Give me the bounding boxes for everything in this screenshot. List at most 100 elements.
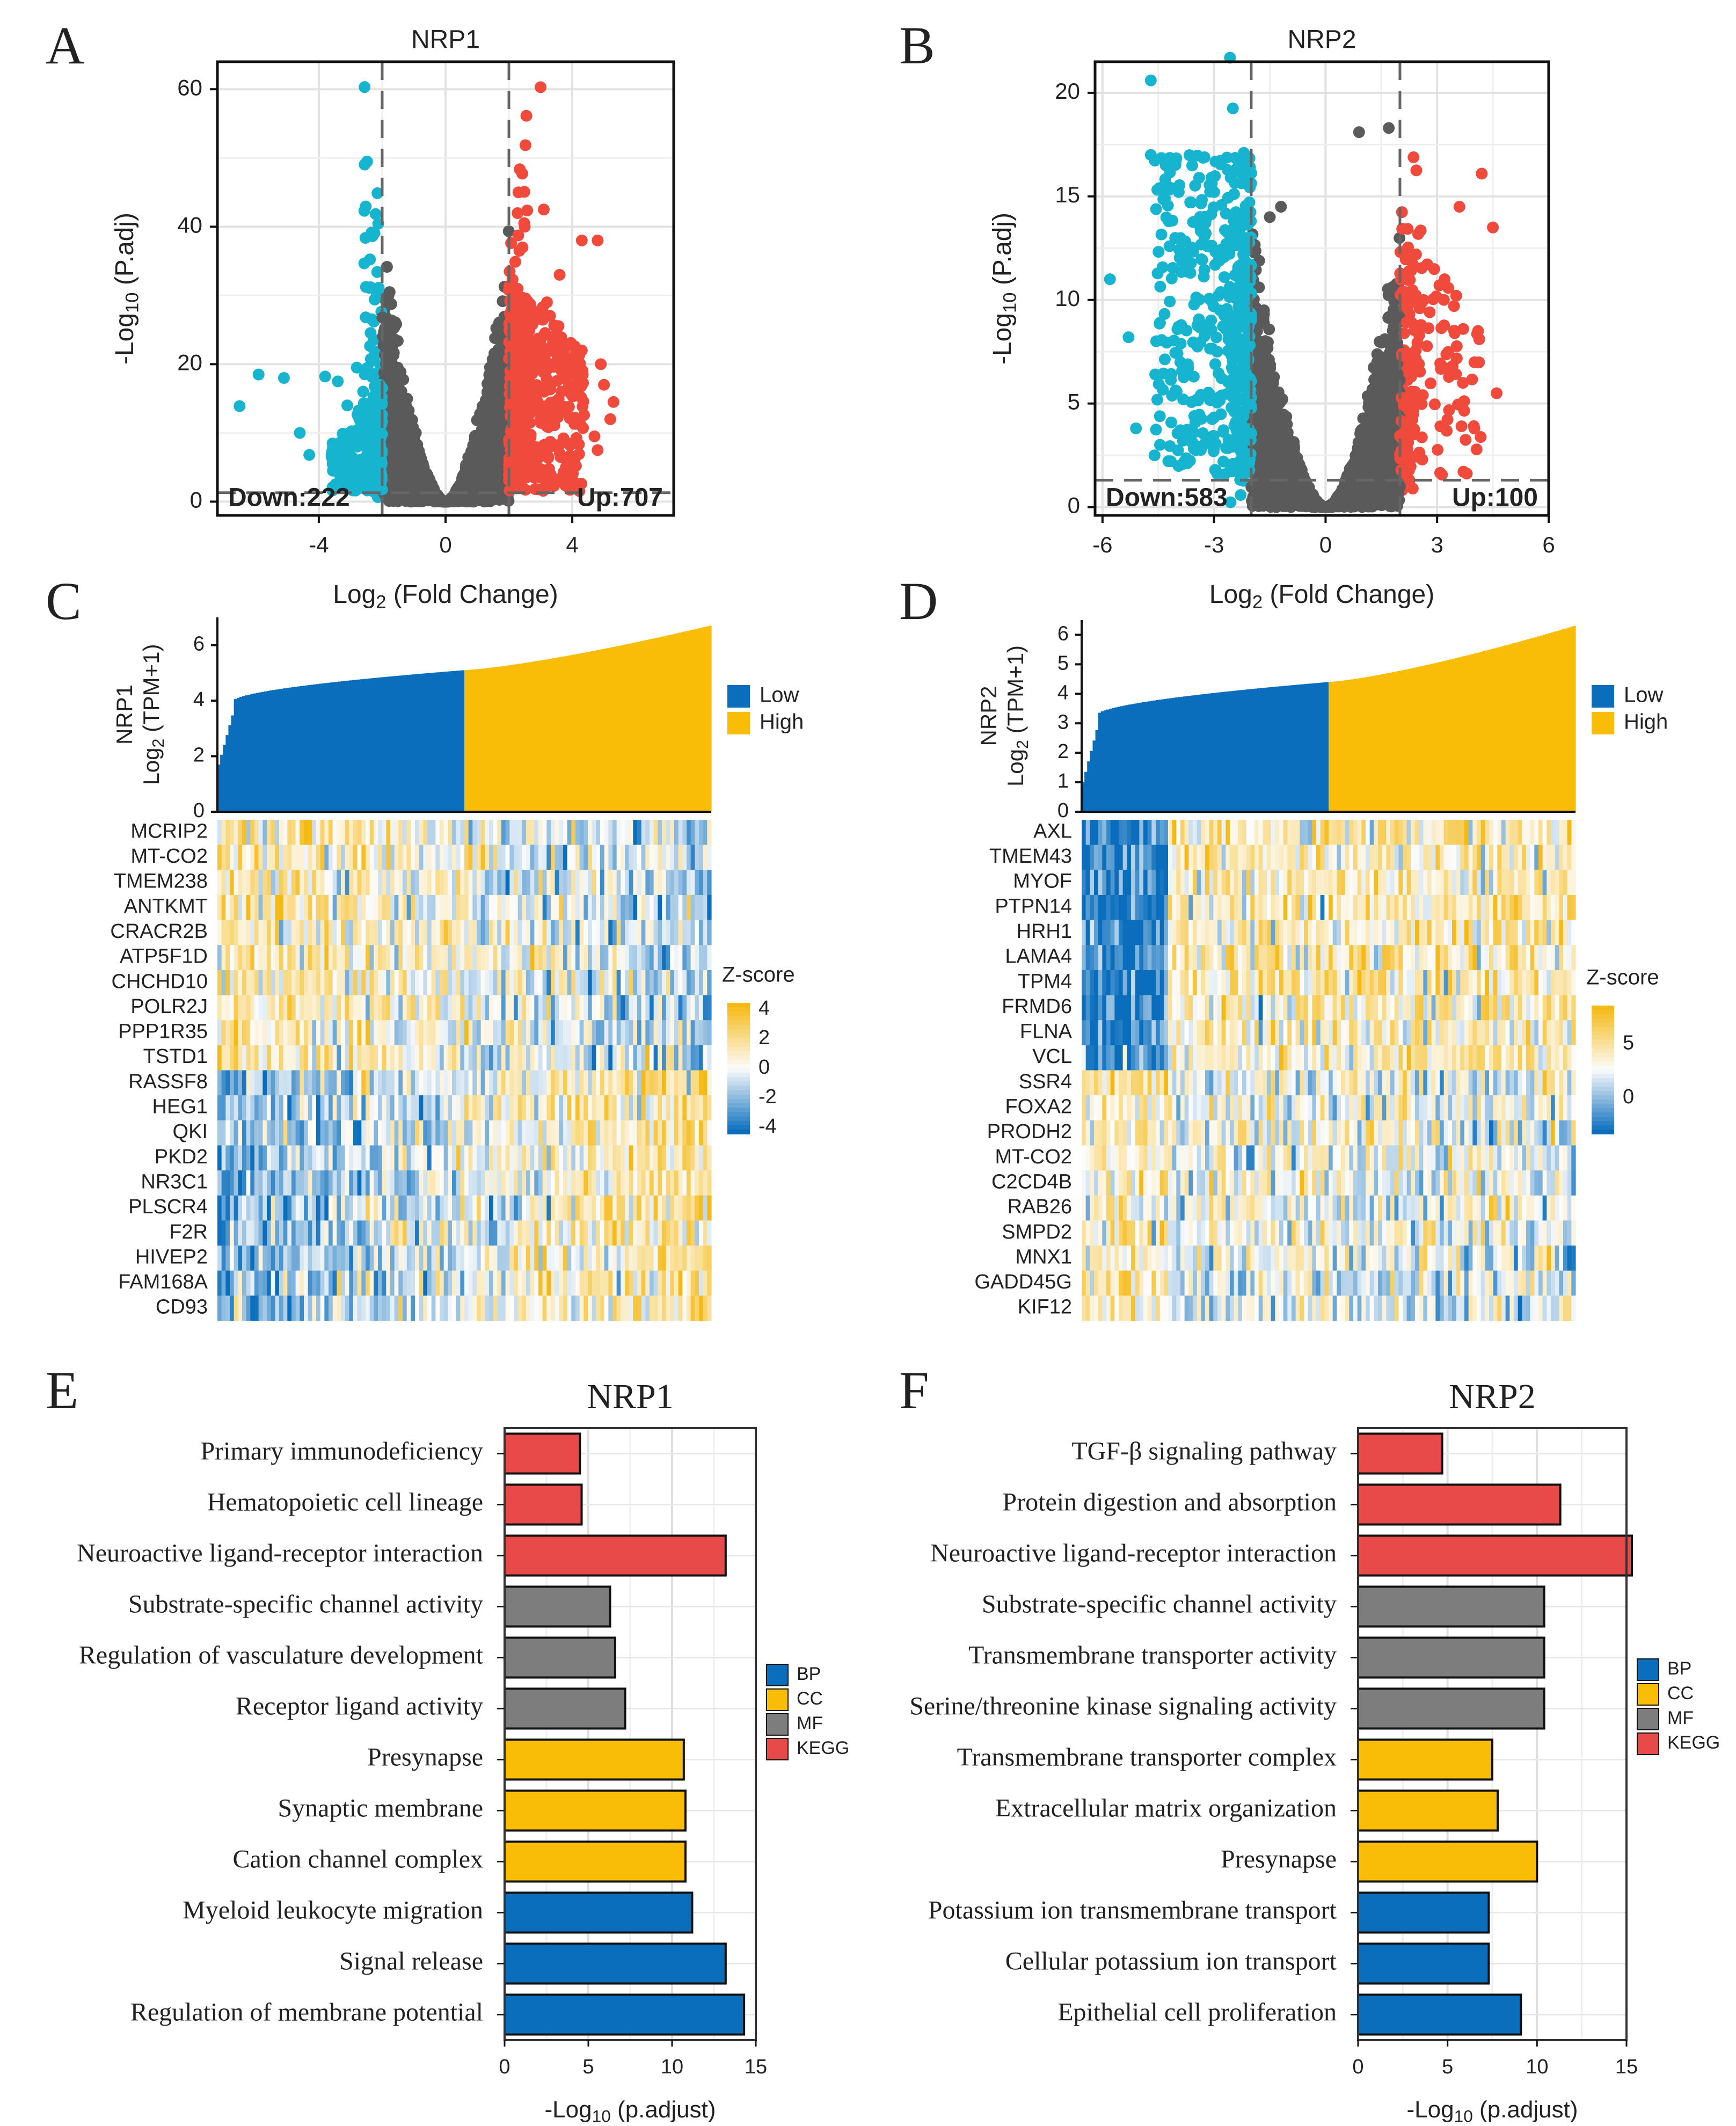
data-point <box>538 439 550 451</box>
data-point <box>545 341 558 354</box>
data-point <box>542 452 555 464</box>
data-point <box>592 234 604 246</box>
data-point <box>514 453 527 465</box>
data-point <box>553 268 566 281</box>
data-point <box>541 420 553 432</box>
y-tick-label: 0 <box>190 487 202 512</box>
data-point <box>294 427 306 439</box>
data-point <box>516 241 529 253</box>
data-point <box>412 463 425 476</box>
panel-letter-A: A <box>46 16 84 75</box>
data-point <box>485 437 498 449</box>
data-point <box>366 313 378 325</box>
data-point <box>303 449 316 461</box>
data-point <box>402 436 414 449</box>
data-point <box>546 358 558 370</box>
data-point <box>588 430 601 442</box>
chart-title: NRP1 <box>411 26 480 54</box>
data-point <box>505 402 517 414</box>
data-point <box>363 430 376 442</box>
data-point <box>252 368 265 381</box>
data-point <box>325 451 338 463</box>
data-point <box>535 359 547 371</box>
data-point <box>518 431 530 443</box>
data-point <box>367 411 379 423</box>
data-point <box>338 444 351 456</box>
data-point <box>386 425 399 437</box>
x-tick-label: 4 <box>566 532 578 557</box>
data-point <box>558 405 571 417</box>
data-point <box>367 354 379 367</box>
data-point <box>358 462 370 475</box>
data-point <box>377 339 390 352</box>
y-tick-label: 60 <box>177 75 202 100</box>
data-point <box>505 353 517 365</box>
data-point <box>607 396 619 408</box>
data-point <box>391 411 403 424</box>
data-point <box>532 307 544 319</box>
data-point <box>528 347 541 359</box>
data-point <box>364 327 377 339</box>
x-tick-label: -4 <box>309 532 329 557</box>
data-point <box>538 400 550 412</box>
data-point <box>234 400 246 412</box>
data-point <box>604 413 616 425</box>
data-point <box>575 344 588 356</box>
panel-letter-C: C <box>46 571 82 631</box>
data-point <box>517 345 529 358</box>
data-point <box>369 208 382 220</box>
data-point <box>326 437 339 449</box>
x-axis-title: Log2 (Fold Change) <box>333 580 558 613</box>
down-count-label: Down:222 <box>228 484 350 512</box>
data-point <box>551 375 564 387</box>
data-point <box>592 444 604 456</box>
data-point <box>486 402 498 414</box>
data-point <box>357 385 369 398</box>
data-point <box>364 253 376 266</box>
data-point <box>444 494 457 507</box>
data-point <box>383 286 396 298</box>
data-point <box>469 467 481 479</box>
data-point <box>555 451 567 463</box>
data-point <box>319 370 331 383</box>
data-point <box>359 81 371 93</box>
data-point <box>393 467 405 479</box>
data-point <box>368 227 381 239</box>
data-point <box>541 475 553 487</box>
panel-letter-D: D <box>899 571 938 631</box>
data-point <box>369 293 381 305</box>
data-point <box>364 281 377 294</box>
data-point <box>395 453 407 465</box>
y-axis-title: -Log10 (P.adj) <box>111 213 143 365</box>
data-point <box>366 397 378 410</box>
x-tick-label: 0 <box>439 532 451 557</box>
data-point <box>347 461 360 474</box>
y-tick-label: 40 <box>177 212 202 237</box>
data-point <box>538 385 550 398</box>
data-point <box>528 471 541 484</box>
data-point <box>478 426 491 438</box>
data-point <box>571 418 583 430</box>
data-point <box>360 475 373 487</box>
data-point <box>512 207 524 220</box>
data-point <box>575 234 588 246</box>
data-point <box>371 187 384 199</box>
data-point <box>509 256 521 268</box>
data-point <box>520 110 533 122</box>
data-point <box>383 365 395 377</box>
panel-letter-F: F <box>899 1360 929 1420</box>
data-point <box>367 368 379 380</box>
data-point <box>598 378 610 391</box>
data-point <box>541 296 553 309</box>
data-point <box>512 295 524 307</box>
data-point <box>512 186 524 199</box>
data-point <box>360 200 372 213</box>
panel-letter-E: E <box>46 1360 78 1420</box>
data-point <box>489 462 501 475</box>
data-point <box>535 81 547 93</box>
data-point <box>359 158 371 171</box>
data-point <box>475 479 487 492</box>
